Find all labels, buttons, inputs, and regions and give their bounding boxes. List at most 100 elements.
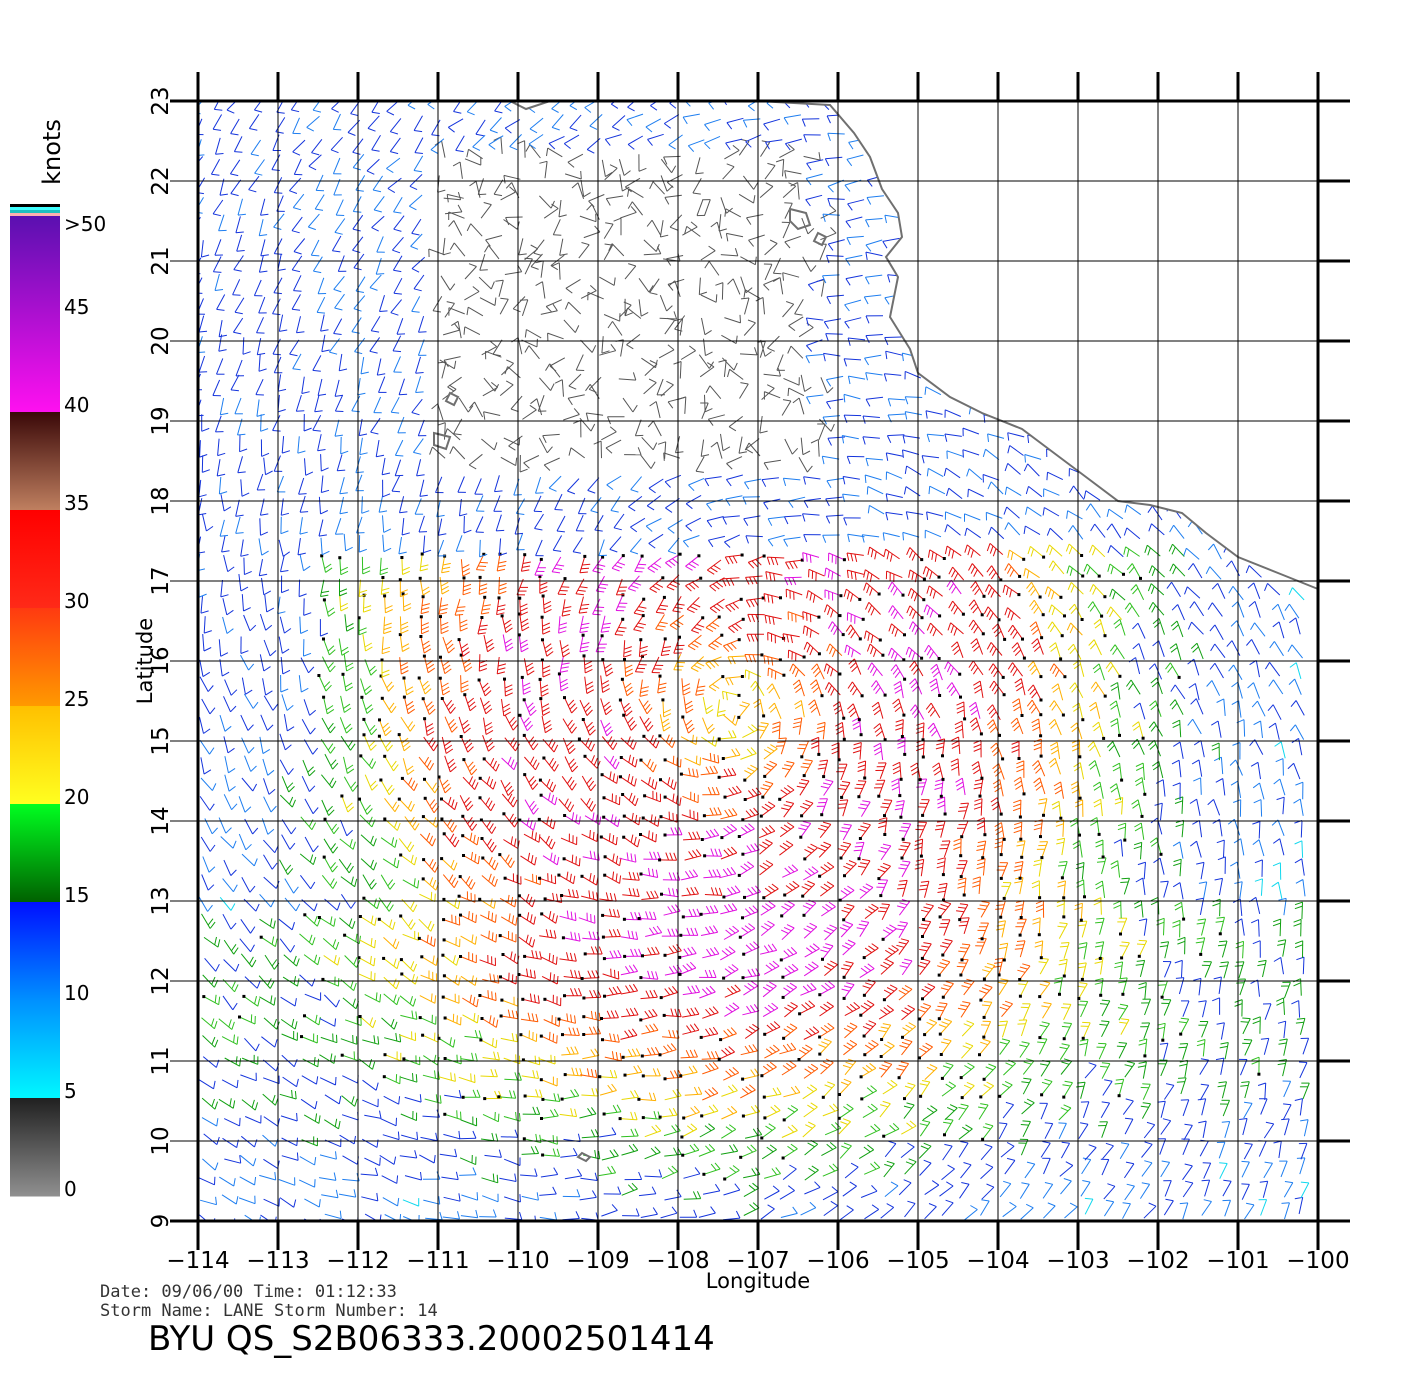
wind-barb xyxy=(822,415,841,425)
wind-barb xyxy=(1245,565,1262,578)
wind-barb xyxy=(935,738,946,758)
wind-barb xyxy=(1240,1081,1250,1099)
wind-barb xyxy=(463,515,472,534)
wind-barb xyxy=(661,928,680,937)
wind-barb xyxy=(539,835,556,850)
wind-barb xyxy=(304,798,319,815)
wind-barb xyxy=(944,545,962,559)
wind-barb xyxy=(761,1144,777,1160)
wind-barb xyxy=(727,278,741,295)
wind-barb xyxy=(936,857,946,877)
wind-barb xyxy=(740,1084,756,1099)
wind-barb xyxy=(960,1081,975,1100)
wind-barb xyxy=(1300,1119,1309,1137)
wind-barb xyxy=(322,855,338,873)
wind-barb xyxy=(525,144,541,159)
wind-barb xyxy=(1089,544,1106,558)
wind-barb xyxy=(852,717,863,737)
wind-barb xyxy=(1253,799,1263,817)
wind-barb xyxy=(920,903,934,921)
wind-barb xyxy=(1051,683,1064,701)
wind-barb xyxy=(1074,902,1083,922)
wind-barb xyxy=(301,775,316,792)
wind-barb xyxy=(418,315,427,333)
wind-barb xyxy=(781,221,791,239)
wind-barb xyxy=(884,1181,899,1197)
wind-barb xyxy=(222,1137,239,1149)
wind-barb xyxy=(619,852,637,863)
wind-barb xyxy=(561,1027,580,1037)
wind-barb xyxy=(561,1046,579,1056)
wind-barb xyxy=(592,598,605,616)
wind-barb xyxy=(1131,799,1144,818)
wind-barb xyxy=(323,994,340,1008)
wind-barb xyxy=(375,257,385,275)
wind-barb xyxy=(563,319,580,333)
wind-barb xyxy=(620,1028,638,1040)
wind-barb xyxy=(1281,1118,1290,1136)
wind-barb xyxy=(602,793,621,806)
wind-barb xyxy=(279,1089,297,1100)
wind-barb xyxy=(744,653,764,663)
wind-barb xyxy=(444,1089,462,1099)
wind-barb xyxy=(240,919,256,934)
wind-barb xyxy=(866,643,885,657)
wind-barb xyxy=(904,1200,916,1218)
wind-barb xyxy=(518,612,530,632)
wind-barb xyxy=(442,832,460,848)
wind-barb xyxy=(841,435,859,444)
wind-barb xyxy=(533,495,543,513)
wind-barb xyxy=(386,157,401,174)
wind-barb xyxy=(339,593,349,612)
wind-barb xyxy=(1089,584,1107,599)
wind-barb xyxy=(315,174,325,192)
wind-barb xyxy=(495,514,505,532)
wind-barb xyxy=(885,570,903,583)
wind-barb xyxy=(567,153,584,168)
wind-barb xyxy=(803,134,821,143)
wind-barb xyxy=(841,982,855,1000)
wind-barb xyxy=(904,1158,917,1175)
wind-barb xyxy=(860,1185,878,1198)
wind-barb xyxy=(317,434,326,452)
wind-barb xyxy=(681,886,699,897)
wind-barb xyxy=(779,947,798,962)
wind-barb xyxy=(201,414,210,432)
wind-barb xyxy=(539,377,555,391)
wind-barb xyxy=(387,177,402,194)
wind-barb xyxy=(804,1139,819,1156)
wind-barb xyxy=(601,1204,618,1217)
wind-barb xyxy=(413,115,423,133)
wind-barb xyxy=(853,841,865,861)
wind-barb xyxy=(1192,819,1203,838)
wind-barb xyxy=(1295,879,1306,897)
wind-barb xyxy=(763,391,781,400)
wind-barb xyxy=(924,529,942,539)
wind-barb xyxy=(846,569,864,581)
wind-barb xyxy=(1077,1000,1089,1018)
wind-barb xyxy=(968,599,984,617)
wind-barb xyxy=(724,145,740,160)
wind-barb xyxy=(1061,1003,1072,1021)
wind-barb xyxy=(463,693,477,712)
wind-barb xyxy=(312,256,323,274)
wind-barb xyxy=(398,633,410,652)
wind-barb xyxy=(603,222,614,239)
wind-barb xyxy=(384,797,400,813)
wind-barb xyxy=(820,227,837,241)
wind-barb xyxy=(324,1118,341,1130)
wind-barb xyxy=(520,675,531,695)
wind-barb xyxy=(575,354,585,371)
wind-barb xyxy=(722,964,739,980)
wind-barb xyxy=(902,449,920,458)
wind-barb xyxy=(685,554,701,571)
wind-barb xyxy=(639,830,657,843)
wind-barb xyxy=(820,779,834,796)
wind-barb xyxy=(482,1111,500,1123)
wind-barb xyxy=(640,1207,658,1218)
wind-barb xyxy=(747,554,766,569)
wind-barb xyxy=(1294,1196,1304,1215)
wind-barb xyxy=(240,539,249,557)
wind-barb xyxy=(1029,599,1045,617)
wind-barb xyxy=(618,372,637,381)
